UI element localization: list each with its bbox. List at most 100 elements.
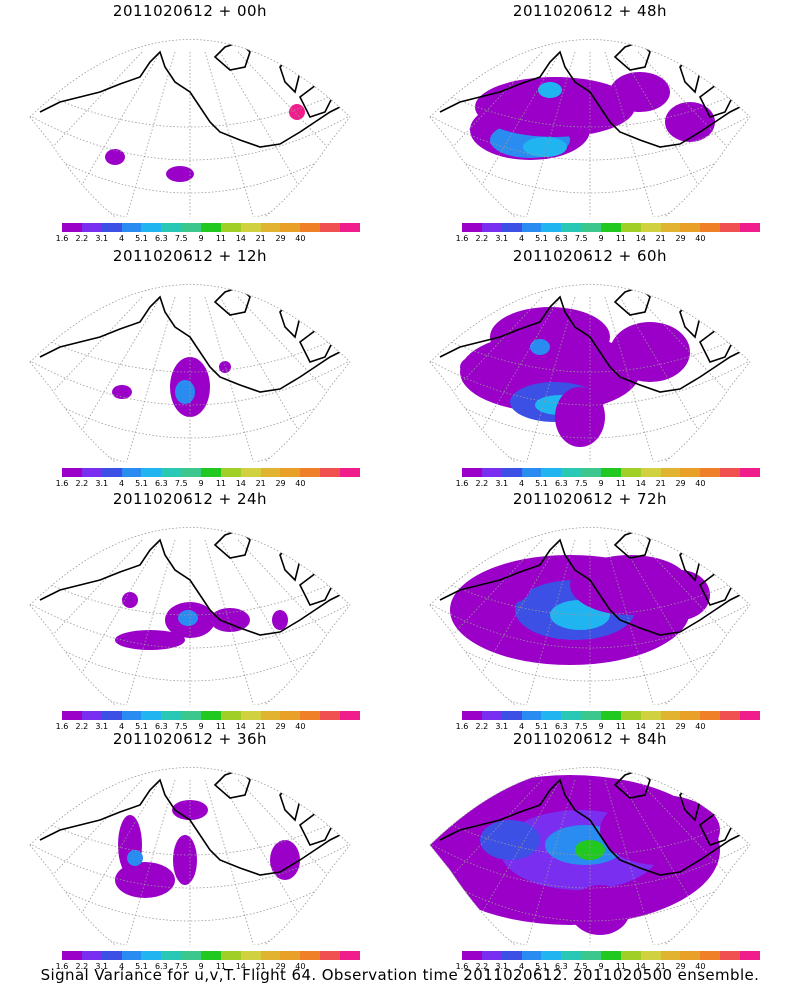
- colorbar-swatch: [620, 951, 641, 960]
- colorbar-tick-label: 9: [198, 962, 204, 971]
- colorbar-tick-label: 2.2: [475, 722, 489, 731]
- map-border: [429, 527, 751, 705]
- variance-area: [115, 630, 185, 650]
- colorbar-swatch: [201, 223, 221, 232]
- coastline: [439, 41, 741, 148]
- colorbar-tick-label: 3.1: [95, 234, 109, 243]
- meridian-line: [430, 296, 543, 462]
- meridian-line: [524, 296, 576, 462]
- colorbar-tick-label: 4: [119, 962, 125, 971]
- colorbar-tick-label: 14: [635, 962, 646, 971]
- colorbar-tick-label: 2.2: [75, 722, 89, 731]
- coastline: [439, 529, 741, 636]
- variance-area: [460, 355, 500, 379]
- colorbar-tick-label: 1.6: [55, 479, 69, 488]
- coastline: [39, 769, 341, 876]
- colorbar-tick-label: 1.6: [455, 722, 469, 731]
- panel-title: 2011020612 + 24h: [112, 490, 268, 508]
- colorbar-tick-label: 40: [295, 962, 306, 971]
- colorbar-swatch: [240, 468, 261, 477]
- colorbar-swatch: [640, 468, 661, 477]
- colorbar-tick-label: 3.1: [495, 234, 509, 243]
- colorbar-swatch: [121, 951, 142, 960]
- meridian-line: [604, 539, 656, 705]
- colorbar-ticks: 1.6 2.2 3.1 4 5.1 6.3 7.5 9 11 14 21 29 40: [456, 234, 760, 246]
- colorbar-tick-label: 6.3: [554, 479, 568, 488]
- colorbar-swatch: [141, 711, 162, 720]
- colorbar-swatch: [561, 951, 582, 960]
- colorbar-ticks: 1.6 2.2 3.1 4 5.1 6.3 7.5 9 11 14 21 29 40: [56, 962, 360, 974]
- colorbar-swatch: [462, 711, 482, 720]
- colorbar-swatch: [541, 468, 562, 477]
- colorbar-tick-label: 6.3: [554, 722, 568, 731]
- latitude-line: [30, 354, 350, 406]
- map-border: [29, 767, 351, 945]
- variance-area: [570, 885, 630, 935]
- colorbar-tick-label: 3.1: [495, 722, 509, 731]
- colorbar-tick-label: 9: [198, 479, 204, 488]
- forecast-panel: 2011020612 + 24h 1.6 2.2 3.1 4 5.1 6.3 7.5 9 11 14…: [0, 488, 380, 731]
- colorbar-tick-label: 14: [235, 722, 246, 731]
- variance-area: [610, 322, 690, 382]
- variance-area: [122, 592, 138, 608]
- polar-map: [29, 284, 351, 462]
- coastline: [439, 769, 741, 876]
- colorbar-swatch: [201, 468, 221, 477]
- variance-area: [538, 82, 562, 98]
- colorbar-swatch: [260, 223, 281, 232]
- colorbar: [462, 223, 760, 232]
- colorbar-tick-label: 1.6: [455, 234, 469, 243]
- colorbar-tick-label: 11: [615, 234, 627, 243]
- colorbar-swatch: [101, 711, 122, 720]
- colorbar-tick-label: 5.1: [135, 962, 148, 971]
- colorbar-swatch: [541, 711, 562, 720]
- colorbar-swatch: [121, 711, 142, 720]
- colorbar-swatch: [201, 951, 221, 960]
- colorbar-tick-label: 4: [119, 234, 125, 243]
- colorbar-swatch: [501, 951, 522, 960]
- colorbar-tick-label: 21: [655, 234, 666, 243]
- meridian-line: [30, 539, 143, 705]
- colorbar-tick-label: 7.5: [174, 479, 188, 488]
- panel-title: 2011020612 + 00h: [112, 2, 268, 20]
- meridian-line: [524, 51, 576, 217]
- colorbar-swatch: [620, 468, 641, 477]
- meridian-line: [30, 779, 143, 945]
- colorbar-tick-label: 11: [615, 479, 627, 488]
- colorbar-swatch: [121, 468, 142, 477]
- variance-area: [555, 387, 605, 447]
- colorbar-swatch: [501, 468, 522, 477]
- variance-area: [178, 610, 198, 626]
- meridian-line: [459, 539, 561, 705]
- latitude-line: [30, 809, 350, 856]
- colorbar-swatch: [81, 223, 102, 232]
- meridian-line: [524, 779, 576, 945]
- latitude-line: [430, 109, 750, 161]
- meridian-line: [459, 51, 561, 217]
- meridian-line: [430, 779, 543, 945]
- variance-area: [270, 840, 300, 880]
- colorbar-swatch: [462, 223, 482, 232]
- colorbar-swatch: [300, 223, 321, 232]
- colorbar-swatch: [181, 711, 202, 720]
- meridian-line: [604, 296, 656, 462]
- colorbar-tick-label: 9: [598, 234, 604, 243]
- colorbar-tick-label: 4: [119, 479, 125, 488]
- colorbar-swatch: [481, 223, 502, 232]
- panel-title: 2011020612 + 60h: [512, 247, 668, 265]
- meridian-line: [459, 779, 561, 945]
- forecast-panel: 2011020612 + 00h 1.6 2.2 3.1 4 5.1 6.3 7.5 9 11 14…: [0, 0, 380, 243]
- colorbar-tick-label: 7.5: [174, 722, 188, 731]
- colorbar-swatch: [280, 711, 301, 720]
- colorbar-tick-label: 29: [275, 722, 286, 731]
- polar-map: [429, 527, 751, 705]
- colorbar-tick-label: 21: [255, 962, 266, 971]
- colorbar-tick-label: 1.6: [55, 234, 69, 243]
- colorbar-swatch: [220, 711, 241, 720]
- panel-title: 2011020612 + 12h: [112, 247, 268, 265]
- colorbar: [462, 951, 760, 960]
- colorbar-tick-label: 21: [255, 722, 266, 731]
- latitude-line: [30, 597, 350, 649]
- colorbar-tick-label: 21: [655, 479, 666, 488]
- colorbar-tick-label: 1.6: [455, 479, 469, 488]
